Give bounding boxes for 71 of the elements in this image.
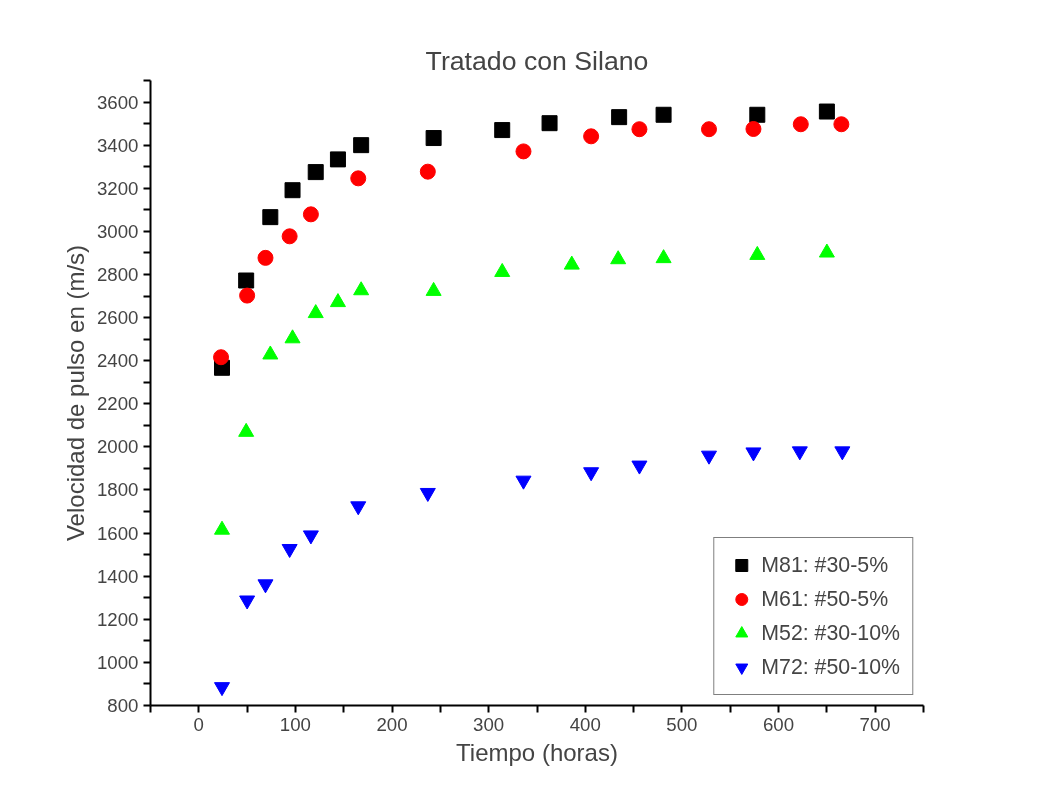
point — [281, 543, 298, 558]
x-axis-title: Tiempo (horas) — [456, 738, 618, 766]
y-tick-label: 2600 — [97, 307, 139, 329]
x-tick-label: 700 — [859, 713, 891, 735]
x-tick-label: 0 — [193, 713, 205, 735]
point — [281, 228, 298, 245]
point — [583, 467, 600, 482]
y-tick-label: 3000 — [97, 220, 139, 242]
point — [494, 122, 511, 139]
point — [700, 121, 717, 138]
point — [541, 115, 558, 132]
y-tick-label: 1600 — [97, 522, 139, 544]
y-tick-label: 2200 — [97, 393, 139, 415]
point — [353, 137, 370, 154]
point — [791, 446, 808, 461]
point — [655, 106, 672, 123]
point — [214, 682, 230, 697]
point — [631, 460, 648, 475]
point — [257, 579, 274, 594]
y-tick-label: 3600 — [97, 91, 139, 113]
point — [818, 103, 835, 120]
y-tick-label: 1800 — [97, 479, 139, 501]
chart-title: Tratado con Silano — [425, 45, 649, 76]
legend-label: M72: #50-10% — [761, 654, 900, 680]
x-tick-label: 600 — [763, 713, 795, 735]
point — [792, 116, 809, 133]
y-tick-label: 1200 — [97, 608, 139, 630]
x-tick-label: 400 — [569, 713, 601, 735]
legend-label: M61: #50-5% — [761, 586, 889, 612]
point — [329, 151, 346, 168]
point — [745, 121, 762, 137]
point — [425, 130, 442, 147]
point — [749, 106, 766, 123]
point — [307, 164, 324, 181]
x-tick-label: 200 — [376, 713, 408, 735]
point — [262, 209, 279, 226]
y-tick-label: 1400 — [97, 565, 139, 587]
point — [419, 487, 436, 502]
legend-label: M52: #30-10% — [761, 620, 900, 646]
point — [515, 143, 532, 160]
point — [213, 349, 230, 366]
point — [419, 163, 436, 180]
x-tick-label: 500 — [666, 713, 698, 735]
point — [284, 182, 301, 199]
point — [611, 109, 628, 126]
y-tick-label: 3200 — [97, 177, 139, 199]
point — [700, 450, 717, 465]
point — [302, 206, 319, 223]
point — [515, 475, 532, 490]
point — [302, 530, 319, 545]
legend-label: M81: #30-5% — [761, 552, 889, 578]
point — [257, 249, 274, 266]
y-tick-label: 2400 — [97, 350, 139, 372]
y-tick-label: 2800 — [97, 263, 139, 285]
y-tick-label: 1000 — [97, 651, 139, 673]
point — [238, 272, 255, 289]
point — [833, 116, 850, 133]
y-tick-label: 800 — [107, 695, 139, 716]
x-tick-label: 100 — [279, 713, 312, 735]
y-axis-title: Velocidad de pulso en (m/s) — [62, 244, 89, 542]
point — [745, 447, 762, 462]
point — [239, 287, 256, 304]
point — [834, 446, 851, 461]
point — [631, 121, 648, 138]
x-tick-label: 300 — [473, 713, 505, 735]
point — [350, 501, 367, 516]
point — [350, 170, 367, 187]
point — [239, 595, 256, 610]
y-tick-label: 2000 — [97, 436, 139, 458]
y-tick-label: 3400 — [97, 134, 139, 156]
point — [583, 128, 600, 145]
